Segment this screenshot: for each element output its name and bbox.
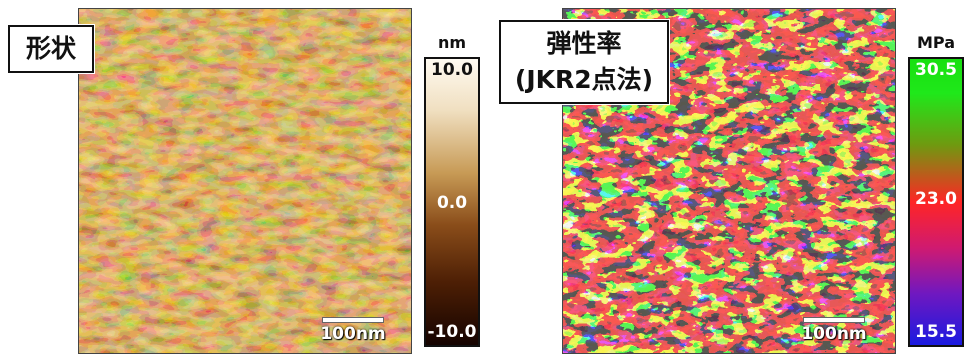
modulus-colorbar-min: 15.5 [915, 322, 957, 342]
modulus-colorbar-unit: MPa [916, 33, 955, 52]
modulus-label-line1: 弾性率 [546, 29, 622, 58]
modulus-scale-bar: 100nm [799, 317, 869, 344]
topography-colorbar [424, 57, 480, 347]
topography-scale-bar: 100nm [318, 317, 388, 344]
scale-bar-line [322, 317, 384, 323]
modulus-label-line2: (JKR2点法) [514, 65, 654, 94]
modulus-label: 弾性率 (JKR2点法) [499, 20, 669, 104]
modulus-colorbar [908, 57, 964, 347]
modulus-colorbar-max: 30.5 [915, 60, 957, 80]
scale-bar-text: 100nm [320, 324, 386, 344]
topography-colorbar-mid: 0.0 [436, 193, 468, 213]
scale-bar-line [803, 317, 865, 323]
scale-bar-text: 100nm [801, 324, 867, 344]
topography-colorbar-max: 10.0 [431, 60, 473, 80]
modulus-colorbar-mid: 23.0 [915, 189, 957, 209]
topography-image [78, 8, 412, 354]
topography-colorbar-unit: nm [437, 33, 467, 52]
topography-colorbar-min: -10.0 [427, 322, 477, 342]
topography-label: 形状 [8, 25, 94, 73]
topography-image-canvas [79, 9, 411, 353]
